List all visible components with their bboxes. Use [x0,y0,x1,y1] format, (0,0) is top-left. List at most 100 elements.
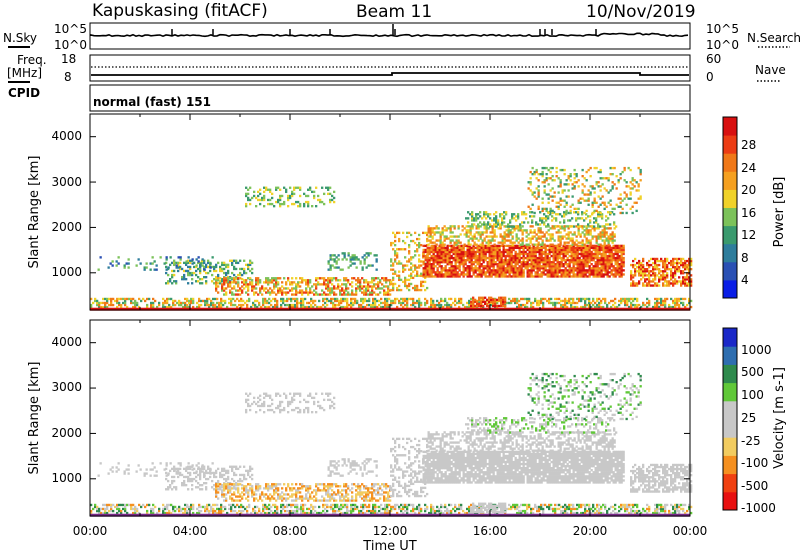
power-cell [430,300,432,302]
power-cell [277,289,279,291]
power-cell [165,272,167,274]
power-cell [482,244,484,246]
power-cell [412,302,414,304]
power-cell [245,264,247,266]
power-cell [555,213,557,215]
power-cell [621,273,623,275]
power-cell [493,257,495,259]
power-cell [682,276,684,278]
power-cell [394,283,396,285]
power-cell [532,225,534,227]
power-cell [175,282,177,284]
power-cell [200,264,202,266]
power-cell [388,298,390,300]
power-cell [148,298,150,300]
power-cell [613,265,615,267]
power-cell [513,247,515,249]
power-cell [549,267,551,269]
power-cell [263,205,265,207]
power-cell [596,210,598,212]
power-cell [439,247,441,249]
power-cell [549,273,551,275]
power-cell [516,302,518,304]
power-cell [491,265,493,267]
power-cell [609,271,611,273]
power-cell [522,239,524,241]
power-cell [539,251,541,253]
power-cell [534,231,536,233]
power-cell [294,300,296,302]
power-cell [591,251,593,253]
power-cell [535,261,537,263]
power-cell [528,237,530,239]
power-cell [682,282,684,284]
power-cell [593,271,595,273]
power-cell [666,258,668,260]
power-cell [489,257,491,259]
power-cell [265,187,267,189]
power-cell [239,260,241,262]
power-cell [545,273,547,275]
power-cell [567,247,569,249]
power-cell [345,293,347,295]
power-cell [553,247,555,249]
power-cell [423,249,425,251]
power-cell [640,198,642,200]
power-cell [505,263,507,265]
power-cell [108,298,110,300]
power-cell [547,273,549,275]
power-cell [607,263,609,265]
power-cell [597,255,599,257]
power-cell [531,221,533,223]
power-cell [271,203,273,205]
power-cell [176,266,178,268]
power-cell [604,202,606,204]
power-cell [548,233,550,235]
power-cell [682,298,684,300]
power-cell [557,213,559,215]
velocity-cell [287,405,289,407]
power-cell [592,206,594,208]
power-cell [676,270,678,272]
power-cell [420,281,422,283]
freq-right-tick-top: 60 [706,52,721,66]
power-cell [544,244,546,246]
power-cell [536,171,538,173]
power-cell [321,283,323,285]
power-cell [279,289,281,291]
power-cell [427,249,429,251]
power-cell [537,251,539,253]
power-cell [233,274,235,276]
power-cell [587,271,589,273]
power-cell [514,298,516,300]
power-cell [577,225,579,227]
power-cell [478,299,480,301]
power-cell [550,195,552,197]
power-cell [198,300,200,302]
power-cell [442,233,444,235]
power-cell [166,269,168,271]
power-cell [609,257,611,259]
power-cell [601,247,603,249]
power-cell [511,265,513,267]
power-cell [310,298,312,300]
power-cell [453,265,455,267]
power-cell [459,249,461,251]
power-cell [569,271,571,273]
power-cell [271,289,273,291]
power-cell [538,242,540,244]
power-cell [462,304,464,306]
power-cell [270,300,272,302]
power-cell [408,246,410,248]
power-cell [305,201,307,203]
power-cell [325,293,327,295]
power-cell [678,266,680,268]
power-cell [504,235,506,237]
power-cell [601,271,603,273]
power-cell [437,269,439,271]
power-cell [164,302,166,304]
power-cell [281,293,283,295]
power-cell [567,251,569,253]
power-cell [287,287,289,289]
power-cell [662,262,664,264]
